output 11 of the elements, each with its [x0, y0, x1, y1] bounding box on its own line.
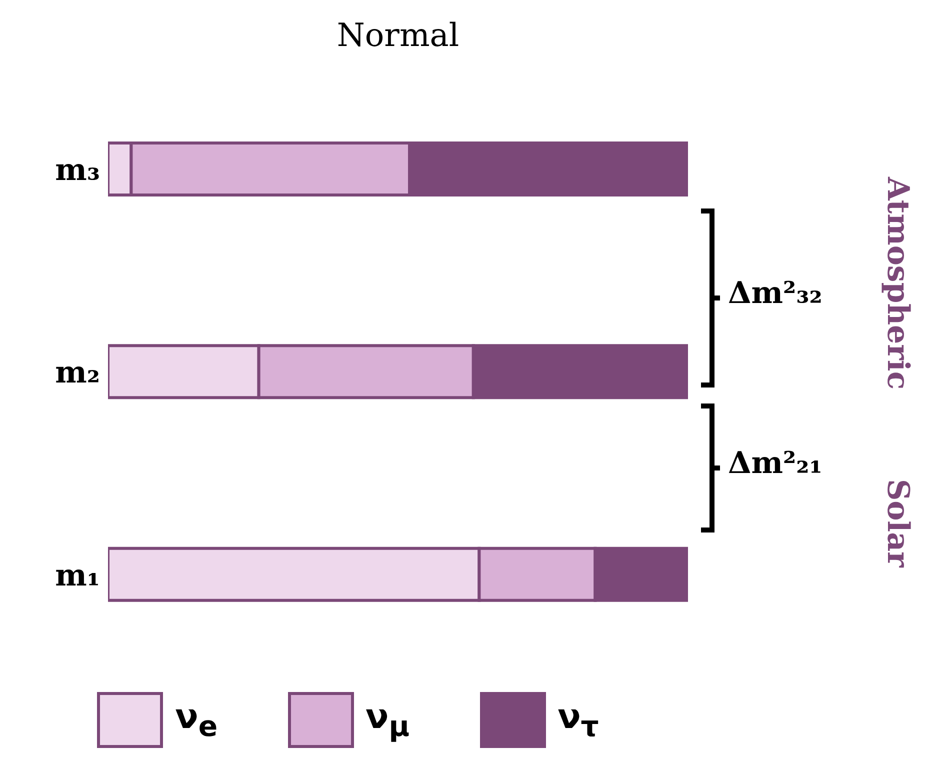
text: Solar — [880, 478, 915, 570]
y-tick-label: m₂ — [55, 356, 100, 391]
chart-title: Normal — [336, 16, 460, 54]
legend-label: ν$_{τ}$ — [558, 697, 599, 743]
text: Δm²₃₂ — [728, 276, 822, 311]
y-tick-label: m₁ — [55, 558, 100, 594]
text: Atmospheric — [880, 176, 915, 392]
y-tick-label: m₃ — [55, 152, 100, 188]
legend-label: ν$_{e}$ — [175, 697, 218, 743]
text: Δm²₂₁ — [728, 446, 822, 481]
legend-label: ν$_{μ}$ — [366, 697, 410, 743]
